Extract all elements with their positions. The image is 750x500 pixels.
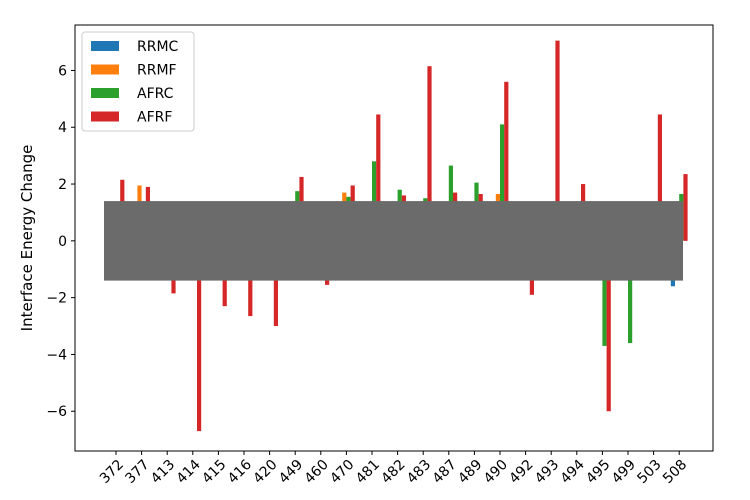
legend: RRMC RRMF AFRC AFRF bbox=[81, 31, 195, 132]
bar-afrf-490 bbox=[504, 81, 509, 241]
y-tick-label: 4 bbox=[58, 120, 67, 136]
legend-swatch-rrmc bbox=[91, 41, 119, 51]
bar-afrf-414 bbox=[197, 240, 202, 432]
plot-frame bbox=[74, 24, 714, 452]
bar-afrf-481 bbox=[376, 114, 381, 241]
legend-swatch-afrf bbox=[91, 111, 119, 122]
legend-label-rrmc: RRMC bbox=[137, 39, 179, 55]
y-tick-label: 6 bbox=[58, 63, 67, 79]
y-tick-label: 2 bbox=[58, 177, 67, 193]
legend-label-afrf: AFRF bbox=[137, 110, 172, 126]
y-axis: −6 −4 −2 0 2 4 6 bbox=[46, 63, 75, 420]
bar-afrc-499 bbox=[628, 240, 633, 344]
bar-afrf-483 bbox=[427, 66, 432, 241]
shaded-band bbox=[104, 201, 683, 281]
y-tick-label: 0 bbox=[58, 234, 67, 250]
bar-afrf-495 bbox=[606, 240, 611, 412]
legend-box bbox=[81, 31, 195, 132]
y-tick-label: −2 bbox=[46, 291, 67, 307]
bar-afrf-420 bbox=[273, 240, 278, 327]
bar-afrc-495 bbox=[602, 240, 607, 346]
bar-afrf-508 bbox=[683, 174, 688, 241]
y-axis-label: Interface Energy Change bbox=[18, 145, 36, 332]
bar-afrc-490 bbox=[500, 124, 505, 241]
legend-swatch-rrmf bbox=[91, 64, 119, 75]
y-tick-label: −6 bbox=[46, 404, 67, 420]
y-tick-label: −4 bbox=[46, 347, 67, 363]
legend-label-rrmf: RRMF bbox=[137, 63, 177, 79]
legend-label-afrc: AFRC bbox=[137, 86, 174, 102]
legend-swatch-afrc bbox=[91, 88, 119, 98]
bar-afrf-503 bbox=[657, 114, 662, 241]
bar-afrf-493 bbox=[555, 40, 560, 241]
